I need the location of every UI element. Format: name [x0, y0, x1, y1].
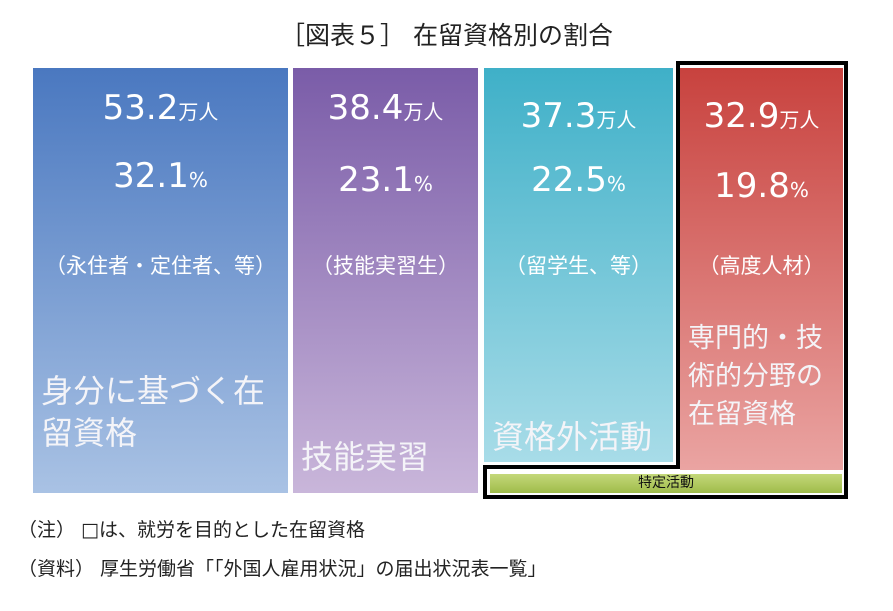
amount-value: 32.9 [703, 96, 780, 136]
category: 資格外活動 [492, 418, 653, 456]
share: 22.5% [484, 160, 673, 200]
column: 53.2万人 32.1% （永住者・定住者、等） 身分に基づく在留資格 [33, 68, 288, 493]
share-value: 23.1 [338, 160, 414, 200]
category: 技能実習 [301, 438, 430, 476]
share-value: 22.5 [531, 160, 607, 200]
category: 身分に基づく在留資格 [41, 372, 266, 452]
column: 37.3万人 22.5% （留学生、等） 資格外活動 [484, 68, 673, 462]
work-visa-frame [483, 61, 848, 499]
amount-unit: 万人 [403, 100, 444, 124]
footnote: （資料） 厚生労働省「「外国人雇用状況」の届出状況表一覧」 [18, 558, 547, 580]
column: 38.4万人 23.1% （技能実習生） 技能実習 [293, 68, 478, 493]
share: 19.8% [680, 166, 843, 206]
footnote: （注） □は、就労を目的とした在留資格 [18, 519, 365, 541]
title: ［図表５］ 在留資格別の割合 [280, 21, 613, 50]
amount: 53.2万人 [33, 88, 288, 128]
share-unit: % [606, 172, 626, 196]
note: （永住者・定住者、等） [45, 254, 276, 278]
strip: 特定活動 [490, 474, 842, 493]
amount-unit: 万人 [178, 100, 219, 124]
amount-value: 53.2 [102, 88, 179, 128]
amount-value: 38.4 [327, 88, 404, 128]
note: （高度人材） [698, 254, 825, 278]
amount-value: 37.3 [520, 96, 597, 136]
share-unit: % [789, 178, 809, 202]
amount: 38.4万人 [293, 88, 478, 128]
category: 専門的・技術的分野の在留資格 [688, 323, 823, 430]
share: 32.1% [33, 156, 288, 196]
amount: 32.9万人 [680, 96, 843, 136]
share-value: 19.8 [714, 166, 790, 206]
share-unit: % [188, 168, 208, 192]
share-unit: % [413, 172, 433, 196]
amount-unit: 万人 [596, 108, 637, 132]
amount-unit: 万人 [779, 108, 820, 132]
column: 32.9万人 19.8% （高度人材） 専門的・技術的分野の在留資格 [680, 68, 843, 470]
share-value: 32.1 [113, 156, 189, 196]
note: （留学生、等） [505, 254, 652, 278]
amount: 37.3万人 [484, 96, 673, 136]
note: （技能実習生） [312, 254, 459, 278]
share: 23.1% [293, 160, 478, 200]
